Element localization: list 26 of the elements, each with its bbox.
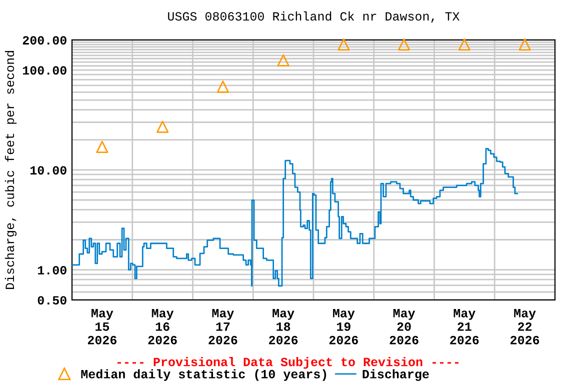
x-tick-label: May 20 2026: [390, 309, 418, 344]
x-tick-label: May 17 2026: [208, 309, 238, 344]
x-tick-label: May 21 2026: [450, 309, 479, 344]
x-tick-label: May 15 2026: [88, 309, 116, 344]
x-tick-label: May 16 2026: [148, 309, 177, 344]
point: [338, 38, 350, 51]
legend-label: Discharge: [362, 369, 429, 381]
point: [156, 120, 169, 133]
y-tick-label: 1.00: [38, 266, 66, 274]
y-tick-label: 200.00: [22, 36, 66, 45]
legend-label: Median daily statistic (10 years): [81, 369, 326, 381]
point: [458, 38, 470, 51]
y-axis-title: Discharge, cubic feet per second: [4, 51, 17, 289]
point: [518, 38, 531, 51]
chart-title: USGS 08063100 Richland Ck nr Dawson, TX: [168, 11, 460, 23]
text: ---- Provisional Data Subject to Revision ----: [117, 357, 459, 369]
x-tick-label: May 22 2026: [510, 309, 540, 344]
x-tick-label: May 18 2026: [269, 309, 298, 344]
point: [216, 80, 230, 93]
point: [96, 140, 108, 153]
point: [277, 54, 290, 66]
point: [398, 38, 410, 51]
y-tick-label: 10.00: [30, 166, 66, 175]
x-tick-label: May 19 2026: [329, 309, 358, 344]
y-tick-label: 100.00: [22, 66, 66, 75]
y-tick-label: 0.50: [38, 296, 66, 305]
